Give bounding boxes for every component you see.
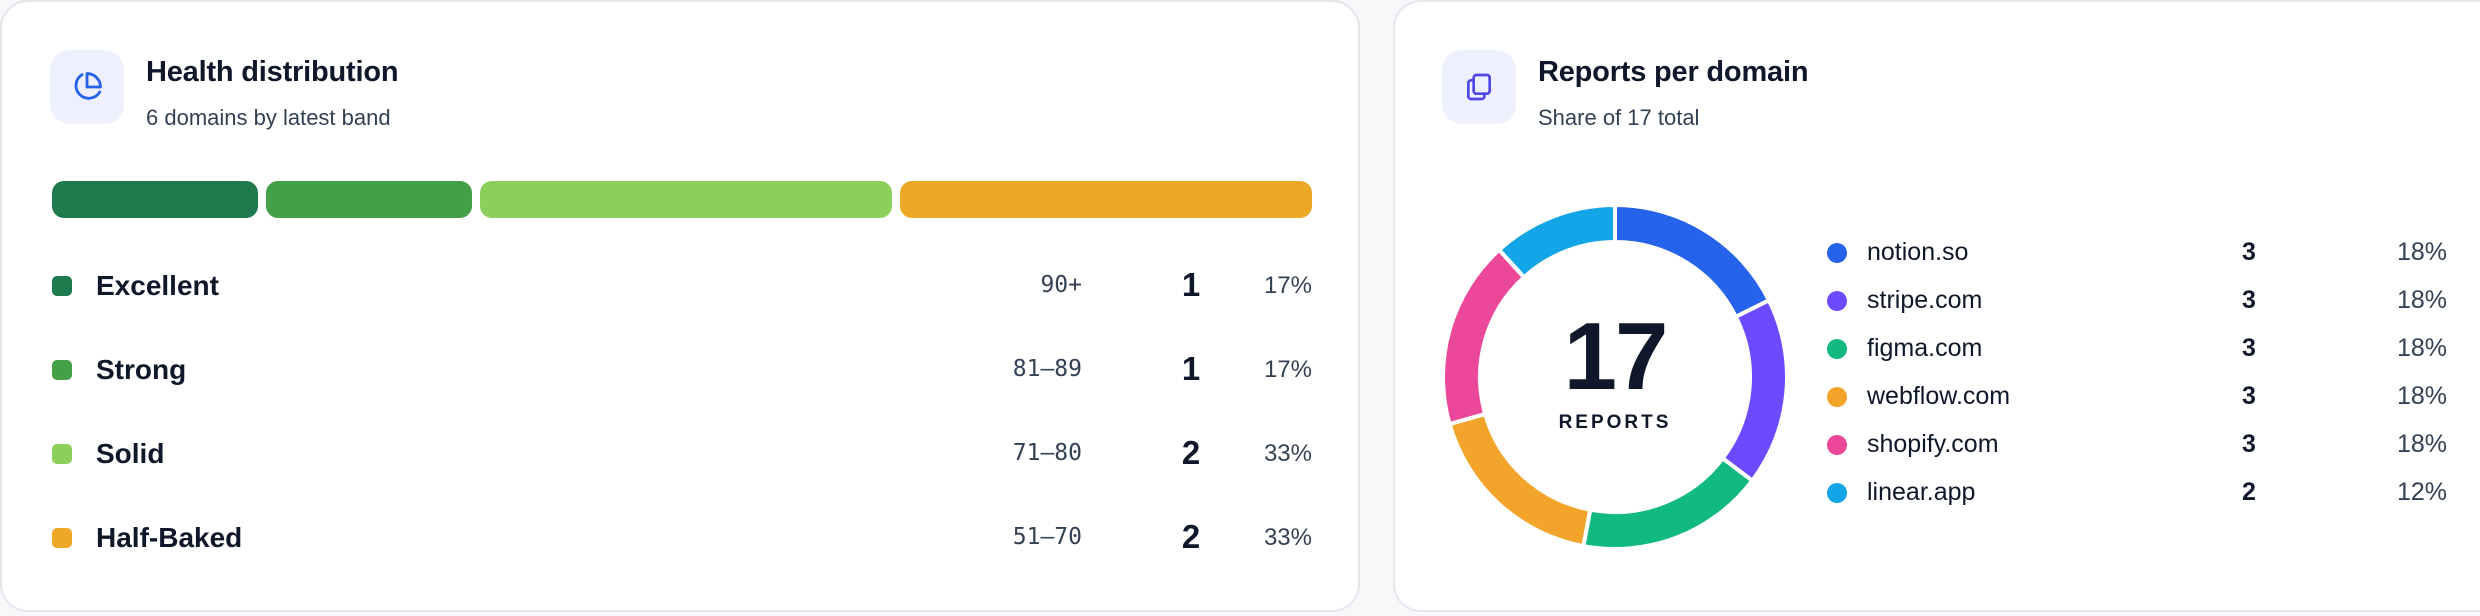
band-swatch	[52, 276, 72, 296]
band-percent: 33%	[1263, 440, 1312, 467]
health-title: Health distribution	[146, 56, 399, 88]
legend-item-notion: notion.so 3 18%	[1827, 233, 2447, 273]
legend-percent: 18%	[2396, 430, 2447, 458]
band-row-solid: Solid 71–80 2 33%	[52, 432, 1312, 476]
band-count: 2	[1181, 434, 1201, 471]
stack-segment-half-baked	[900, 181, 1312, 218]
band-row-excellent: Excellent 90+ 1 17%	[52, 264, 1312, 308]
band-row-half-baked: Half-Baked 51–70 2 33%	[52, 516, 1312, 560]
band-range: 71–80	[1012, 440, 1082, 466]
band-swatch	[52, 360, 72, 380]
health-icon-tile	[50, 50, 124, 124]
band-range: 90+	[1040, 272, 1082, 298]
legend-count: 3	[2242, 238, 2256, 266]
legend-swatch	[1827, 435, 1847, 455]
band-count: 1	[1181, 350, 1201, 387]
legend-swatch	[1827, 243, 1847, 263]
legend-domain: webflow.com	[1867, 382, 2011, 410]
legend-count: 2	[2242, 478, 2256, 506]
band-range: 81–89	[1012, 356, 1082, 382]
legend-percent: 18%	[2396, 286, 2447, 314]
legend-item-shopify: shopify.com 3 18%	[1827, 425, 2447, 465]
legend-domain: linear.app	[1867, 478, 1976, 506]
legend-swatch	[1827, 291, 1847, 311]
band-count: 2	[1181, 518, 1201, 555]
legend-count: 3	[2242, 286, 2256, 314]
stack-segment-solid	[480, 181, 893, 218]
health-stacked-bar	[52, 181, 1312, 218]
band-swatch	[52, 528, 72, 548]
donut-slice-figma	[1581, 456, 1755, 551]
band-percent: 17%	[1263, 272, 1312, 299]
legend-item-figma: figma.com 3 18%	[1827, 329, 2447, 369]
band-name: Excellent	[96, 270, 219, 301]
pie-chart-icon	[74, 72, 102, 100]
legend-percent: 12%	[2396, 478, 2447, 506]
band-percent: 33%	[1263, 524, 1312, 551]
reports-subtitle: Share of 17 total	[1538, 105, 1700, 130]
legend-swatch	[1827, 339, 1847, 359]
legend-percent: 18%	[2396, 238, 2447, 266]
health-distribution-card: Health distribution 6 domains by latest …	[0, 0, 1360, 612]
legend-domain: stripe.com	[1867, 286, 1983, 314]
legend-item-stripe: stripe.com 3 18%	[1827, 281, 2447, 321]
band-row-strong: Strong 81–89 1 17%	[52, 348, 1312, 392]
band-count: 1	[1181, 266, 1201, 303]
legend-percent: 18%	[2396, 334, 2447, 362]
reports-per-domain-card: Reports per domain Share of 17 total 17 …	[1393, 0, 2480, 612]
band-name: Solid	[96, 438, 165, 469]
stack-segment-excellent	[52, 181, 259, 218]
band-name: Half-Baked	[96, 522, 243, 553]
donut-slice-notion	[1613, 203, 1771, 319]
legend-item-webflow: webflow.com 3 18%	[1827, 377, 2447, 417]
legend-count: 3	[2242, 334, 2256, 362]
band-swatch	[52, 444, 72, 464]
legend-swatch	[1827, 483, 1847, 503]
band-range: 51–70	[1012, 524, 1082, 550]
donut-slice-linear	[1497, 203, 1617, 280]
donut-total: 17	[1563, 303, 1669, 410]
legend-count: 3	[2242, 430, 2256, 458]
stack-segment-strong	[266, 181, 473, 218]
legend-domain: figma.com	[1867, 334, 1983, 362]
band-name: Strong	[96, 354, 187, 385]
legend-domain: shopify.com	[1867, 430, 1999, 458]
legend-domain: notion.so	[1867, 238, 1969, 266]
copy-icon	[1467, 73, 1491, 101]
legend-item-linear: linear.app 2 12%	[1827, 473, 2447, 513]
donut-total-label: REPORTS	[1558, 412, 1672, 433]
legend-count: 3	[2242, 382, 2256, 410]
reports-title: Reports per domain	[1538, 56, 1809, 88]
health-subtitle: 6 domains by latest band	[146, 105, 391, 130]
band-percent: 17%	[1263, 356, 1312, 383]
legend-percent: 18%	[2396, 382, 2447, 410]
reports-donut-chart	[1441, 203, 1789, 551]
legend-swatch	[1827, 387, 1847, 407]
reports-icon-tile	[1442, 50, 1516, 124]
